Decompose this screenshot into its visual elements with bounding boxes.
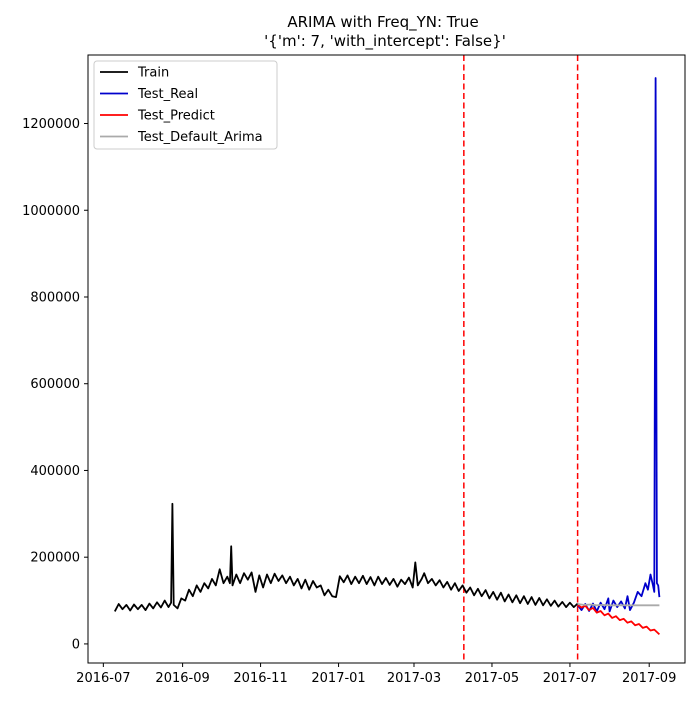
x-tick-label: 2017-05	[465, 671, 519, 686]
y-tick-label: 400000	[30, 464, 80, 479]
legend-label-train: Train	[137, 66, 169, 81]
legend-items: Train Test_Real Test_Predict Test_Default_A…	[100, 66, 263, 145]
series-line-test-real	[576, 77, 661, 613]
x-axis: 2016-07 2016-09 2016-11 2017-01 2017-03 2017-…	[76, 663, 676, 686]
y-tick-label: 800000	[30, 290, 80, 305]
y-tick-label: 200000	[30, 551, 80, 566]
y-tick-label: 0	[72, 637, 80, 652]
legend-box	[93, 60, 278, 150]
x-tick-label: 2017-03	[387, 671, 441, 686]
series-line-train	[114, 502, 579, 612]
axes-frame	[87, 54, 686, 664]
legend-label-test-real: Test_Real	[137, 87, 198, 102]
plot-area	[114, 55, 661, 663]
series-line-test-predict	[577, 604, 661, 636]
y-tick-label: 600000	[30, 377, 80, 392]
x-tick-label: 2017-01	[311, 671, 365, 686]
legend-label-test-predict: Test_Predict	[137, 109, 215, 124]
vertical-markers	[463, 55, 579, 663]
y-tick-label: 1000000	[22, 204, 80, 219]
x-tick-label: 2017-09	[622, 671, 676, 686]
series-layer	[114, 77, 661, 636]
x-tick-label: 2016-09	[155, 671, 209, 686]
y-tick-label: 1200000	[22, 117, 80, 132]
y-axis: 0 200000 400000 600000 800000 1000000 1200000	[22, 117, 88, 652]
series-line-test-default-arima	[577, 603, 660, 607]
legend: Train Test_Real Test_Predict Test_Default_A…	[93, 60, 278, 150]
legend-label-test-default-arima: Test_Default_Arima	[137, 130, 263, 145]
x-tick-label: 2016-11	[233, 671, 287, 686]
chart-subtitle: '{'m': 7, 'with_intercept': False}'	[264, 32, 506, 51]
chart-title: ARIMA with Freq_YN: True	[287, 13, 478, 32]
x-tick-label: 2016-07	[76, 671, 130, 686]
x-tick-label: 2017-07	[543, 671, 597, 686]
